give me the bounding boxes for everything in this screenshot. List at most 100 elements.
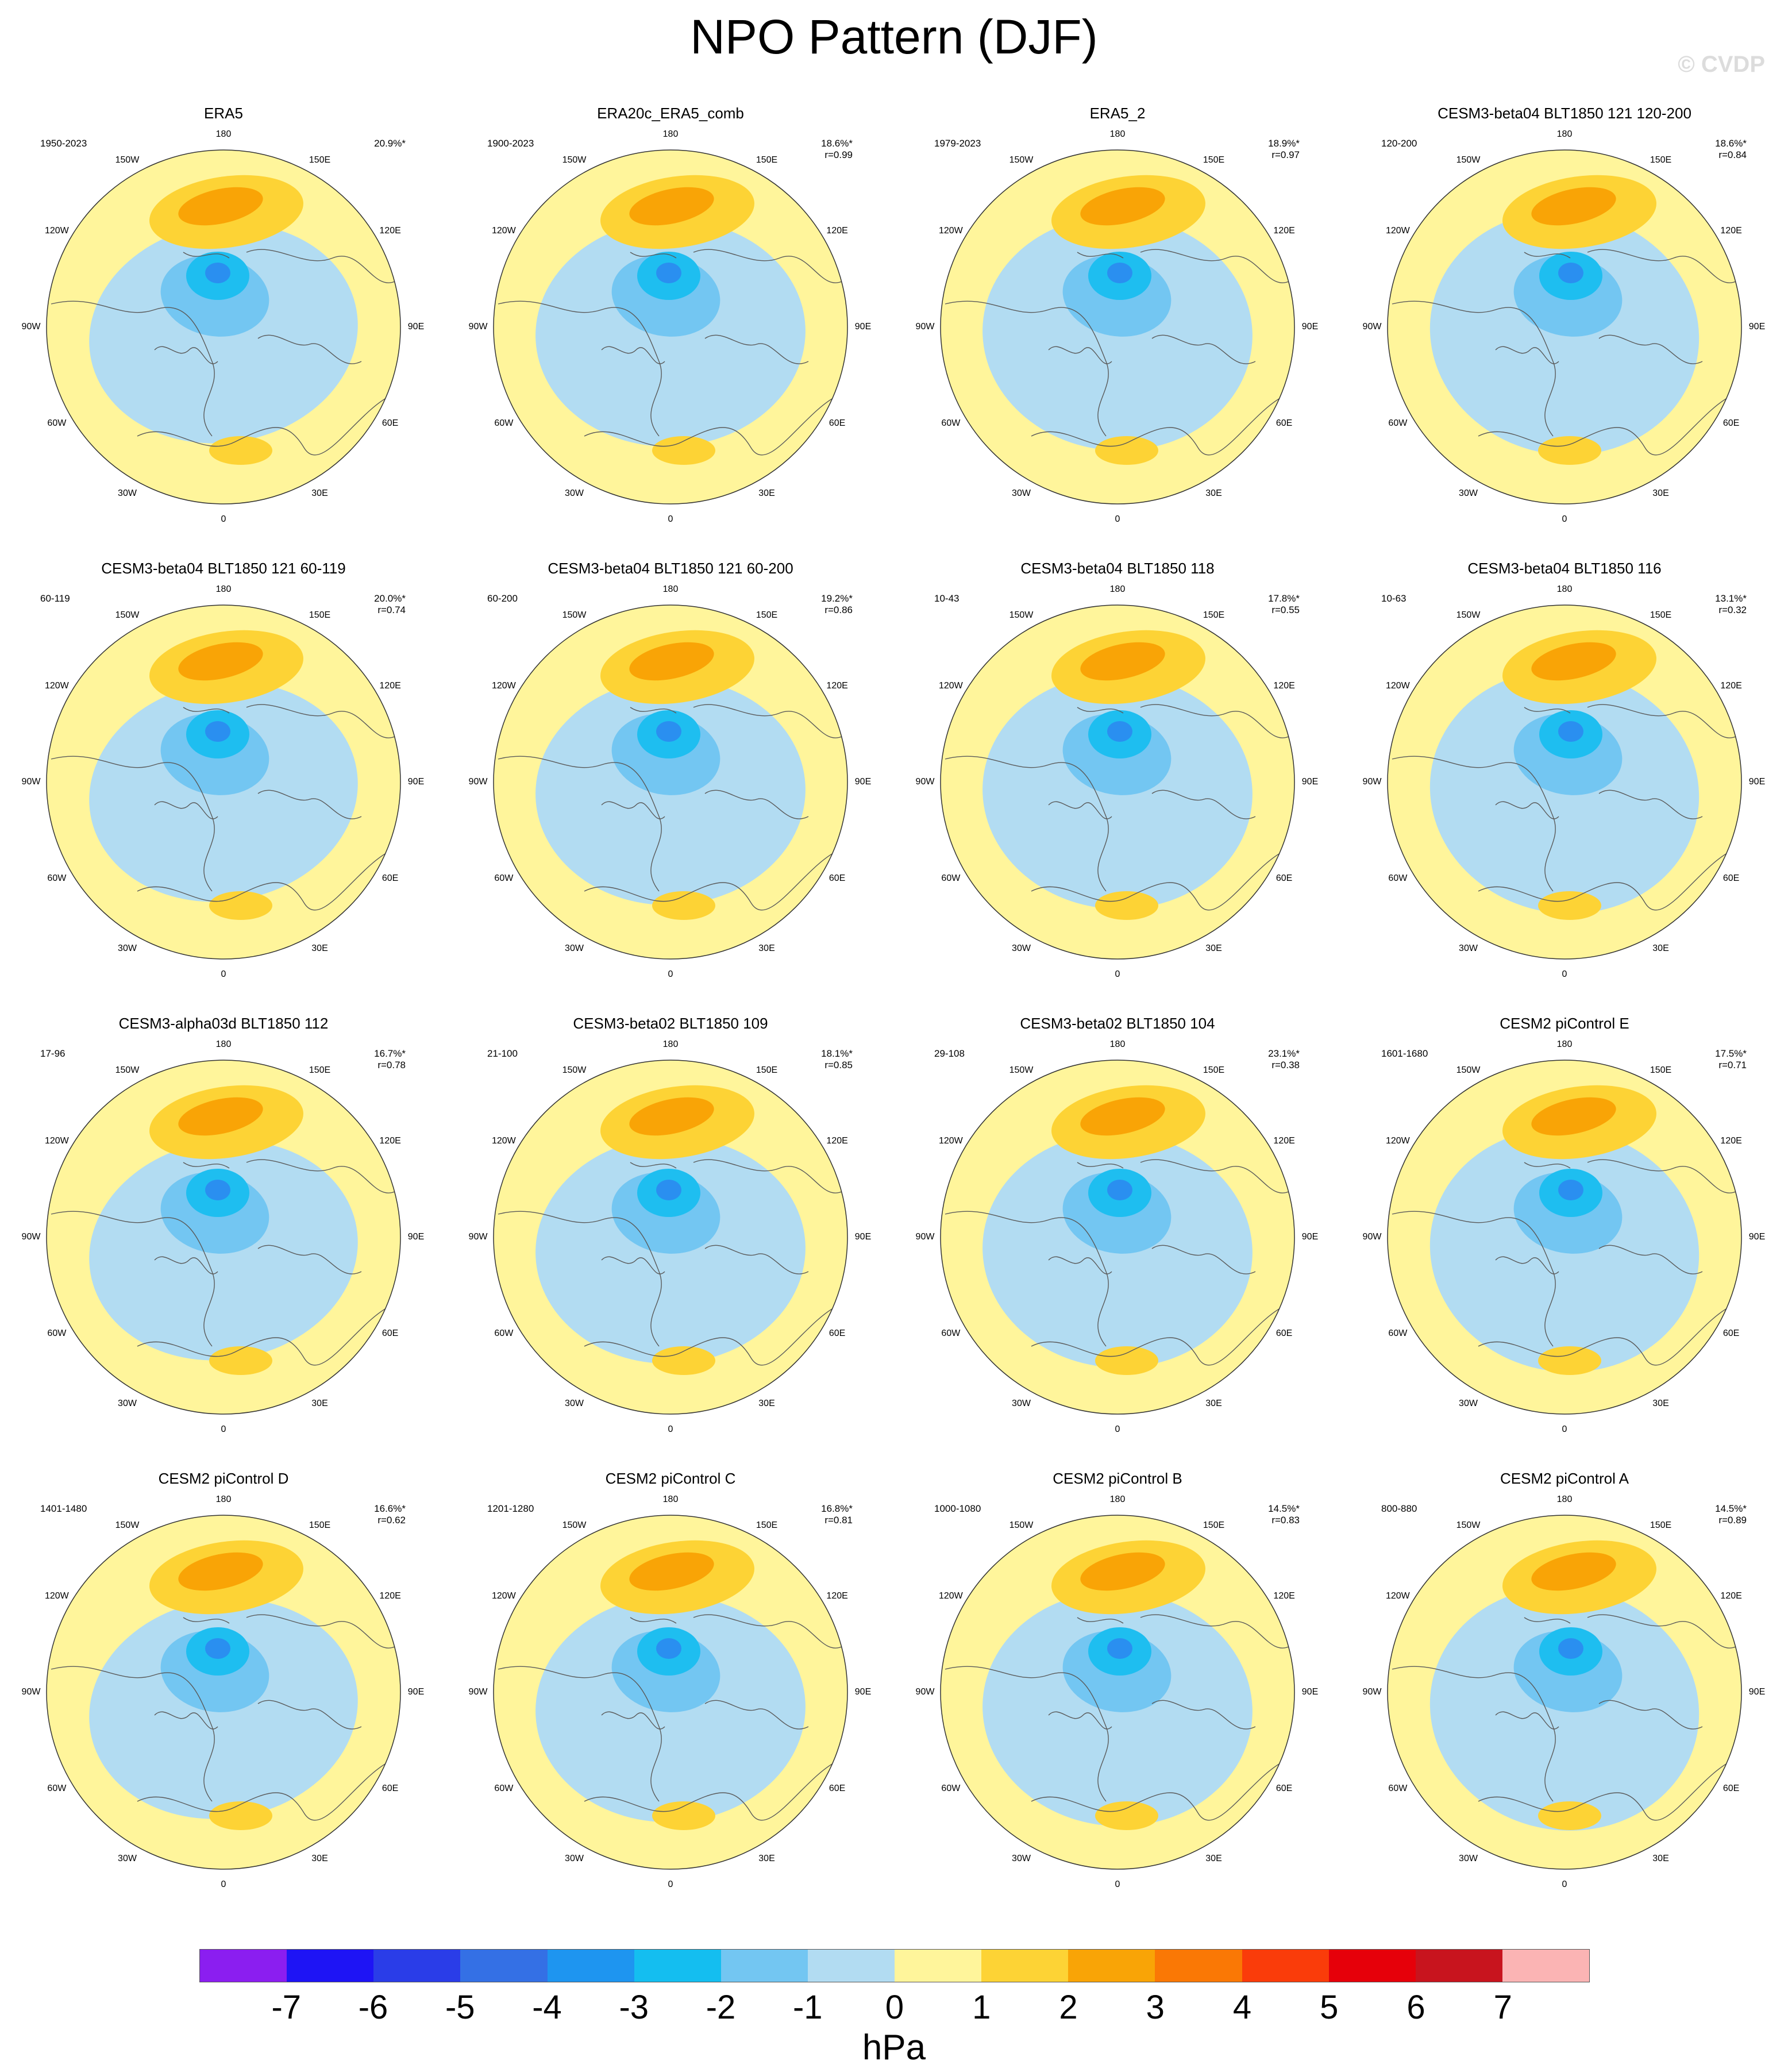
panel-period: 800-880 <box>1381 1503 1417 1514</box>
pattern-correlation: r=0.85 <box>824 1060 853 1070</box>
coastline <box>1524 1162 1571 1169</box>
map-border <box>940 149 1295 504</box>
coastline <box>246 1159 396 1193</box>
longitude-label: 60E <box>382 1783 399 1793</box>
longitude-label: 90W <box>21 1232 41 1242</box>
panel-period: 1401-1480 <box>40 1503 87 1514</box>
coastline <box>693 1159 843 1193</box>
negative-anomaly-center <box>656 721 681 742</box>
colorbar-swatch <box>200 1950 287 1982</box>
longitude-label: 30W <box>118 943 137 954</box>
coastline <box>498 1211 662 1347</box>
map-border <box>1387 1060 1742 1415</box>
polar-map <box>1387 604 1742 960</box>
coastline <box>1392 1666 1556 1802</box>
map-panel: CESM2 piControl B 1000-1080 14.5%* r=0.83 18… <box>894 1468 1341 1921</box>
colorbar-tick-label: 0 <box>885 1989 904 2026</box>
colorbar-swatch <box>807 1950 895 1982</box>
map-border <box>493 149 848 504</box>
longitude-label: 150W <box>1456 1065 1481 1075</box>
coastline <box>1031 1761 1285 1821</box>
panel-title: CESM3-beta04 BLT1850 116 <box>1467 560 1662 577</box>
positive-anomaly-core <box>1080 1097 1165 1136</box>
longitude-label: 120E <box>1720 1135 1742 1146</box>
map-border <box>940 1515 1295 1870</box>
longitude-label: 90E <box>407 322 425 332</box>
panel-stats: 19.2%* r=0.86 <box>821 593 853 616</box>
positive-anomaly-lobe-south <box>652 1346 715 1375</box>
longitude-label: 30W <box>565 943 584 954</box>
longitude-label: 120W <box>938 225 963 236</box>
variance-explained: 20.0%* <box>374 593 406 604</box>
colorbar-tick-label: -7 <box>271 1989 302 2026</box>
coastline <box>630 707 677 714</box>
longitude-label: 90W <box>468 1232 488 1242</box>
longitude-label: 30E <box>1652 1854 1669 1864</box>
variance-explained: 14.5%* <box>1268 1503 1300 1514</box>
longitude-label: 120W <box>1385 680 1410 691</box>
negative-anomaly-center <box>1558 1180 1583 1200</box>
longitude-label: 60W <box>1388 1328 1408 1338</box>
negative-anomaly-center <box>1558 263 1583 283</box>
coastline <box>51 301 215 437</box>
colorbar-tick-label: 6 <box>1406 1989 1425 2026</box>
panel-stats: 23.1%* r=0.38 <box>1268 1048 1300 1071</box>
longitude-label: 90E <box>407 777 425 787</box>
longitude-label: 0 <box>1562 514 1567 524</box>
longitude-label: 120W <box>44 1590 69 1601</box>
coastline <box>1077 1162 1124 1169</box>
polar-map <box>1387 1515 1742 1870</box>
colorbar-tick-label: -5 <box>445 1989 475 2026</box>
colorbar-swatch <box>1242 1950 1329 1982</box>
map-border <box>493 1515 848 1870</box>
panel-title: ERA5_2 <box>1089 105 1146 122</box>
coastline <box>584 850 838 911</box>
coastline <box>498 756 662 892</box>
polar-map <box>940 1515 1295 1870</box>
coastline <box>1478 850 1732 911</box>
longitude-label: 90E <box>1748 777 1766 787</box>
variance-explained: 17.8%* <box>1268 593 1300 604</box>
panel-stats: 18.1%* r=0.85 <box>821 1048 853 1071</box>
longitude-label: 150E <box>309 610 331 620</box>
longitude-label: 150W <box>1009 155 1034 165</box>
colorbar <box>199 1949 1590 1982</box>
colorbar-tick-label: 1 <box>972 1989 991 2026</box>
longitude-label: 120E <box>826 225 848 236</box>
longitude-label: 30E <box>1652 943 1669 954</box>
longitude-label: 30E <box>311 488 328 499</box>
panel-stats: 20.0%* r=0.74 <box>374 593 406 616</box>
longitude-label: 30E <box>1205 943 1222 954</box>
variance-explained: 17.5%* <box>1715 1048 1747 1059</box>
map-panel: ERA5_2 1979-2023 18.9%* r=0.97 180 150E 120E 90… <box>894 102 1341 556</box>
map-panel: CESM3-beta04 BLT1850 118 10-43 17.8%* r=0.5… <box>894 557 1341 1011</box>
coastline <box>137 395 391 456</box>
map-border <box>493 604 848 960</box>
colorbar-tick-label: -1 <box>792 1989 823 2026</box>
positive-anomaly-lobe-south <box>1538 436 1601 465</box>
longitude-label: 150E <box>1650 1065 1672 1075</box>
panel-period: 1601-1680 <box>1381 1048 1428 1059</box>
coastline <box>257 789 362 819</box>
pattern-correlation: r=0.38 <box>1271 1060 1300 1070</box>
longitude-label: 120E <box>826 680 848 691</box>
coastline <box>584 1305 838 1366</box>
coastline <box>1392 756 1556 892</box>
positive-anomaly-core <box>1080 187 1165 226</box>
polar-map <box>1387 149 1742 504</box>
longitude-label: 180 <box>1556 1039 1573 1049</box>
coastline <box>693 249 843 283</box>
panel-period: 1201-1280 <box>487 1503 534 1514</box>
positive-anomaly-lobe-south <box>1538 891 1601 920</box>
negative-anomaly-center <box>205 721 230 742</box>
coastline <box>693 1614 843 1649</box>
longitude-label: 30W <box>1459 1399 1478 1409</box>
panel-period: 60-200 <box>487 593 518 604</box>
longitude-label: 90W <box>1362 777 1382 787</box>
longitude-label: 120E <box>826 1135 848 1146</box>
panel-title: CESM3-beta02 BLT1850 109 <box>573 1015 768 1032</box>
longitude-label: 180 <box>1556 584 1573 594</box>
longitude-label: 150E <box>309 155 331 165</box>
longitude-label: 90E <box>1748 1232 1766 1242</box>
panel-title: CESM2 piControl A <box>1500 1470 1629 1487</box>
